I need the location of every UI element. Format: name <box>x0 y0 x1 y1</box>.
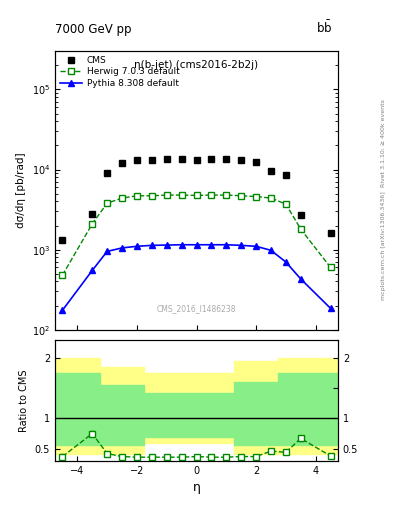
Text: mcplots.cern.ch [arXiv:1306.3436]: mcplots.cern.ch [arXiv:1306.3436] <box>381 191 386 300</box>
Legend: CMS, Herwig 7.0.3 default, Pythia 8.308 default: CMS, Herwig 7.0.3 default, Pythia 8.308 … <box>59 56 179 88</box>
Text: b$\bar{\mathrm{b}}$: b$\bar{\mathrm{b}}$ <box>316 19 332 36</box>
Text: Rivet 3.1.10; ≥ 400k events: Rivet 3.1.10; ≥ 400k events <box>381 99 386 187</box>
Text: η(b-jet) (cms2016-2b2ј): η(b-jet) (cms2016-2b2ј) <box>134 59 259 70</box>
Text: CMS_2016_I1486238: CMS_2016_I1486238 <box>157 304 236 313</box>
X-axis label: η: η <box>193 481 200 494</box>
Text: 7000 GeV pp: 7000 GeV pp <box>55 23 132 36</box>
Y-axis label: Ratio to CMS: Ratio to CMS <box>19 369 29 432</box>
Y-axis label: dσ/dη [pb/rad]: dσ/dη [pb/rad] <box>16 153 26 228</box>
